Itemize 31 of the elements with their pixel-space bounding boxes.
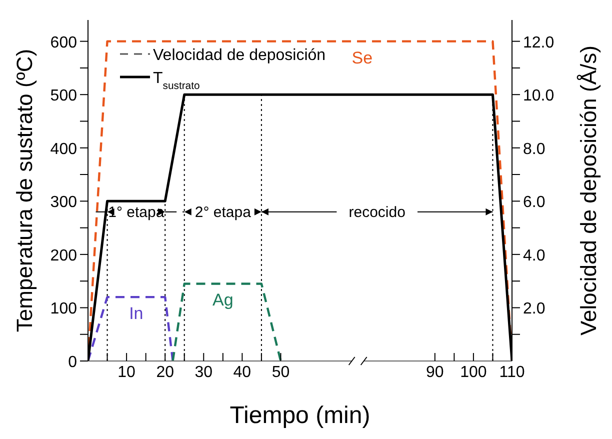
x-axis-title: Tiempo (min) [230,402,370,429]
annotation: recocido [348,204,406,221]
annotation: Velocidad de deposición [153,47,326,64]
x-tick-label: 20 [156,364,174,381]
y2-tick-label: 8.0 [523,140,546,158]
y-tick-label: 200 [50,247,78,264]
x-tick-label: 40 [233,364,252,381]
annotation: 2° etapa [194,204,252,221]
series-label: In [129,304,144,324]
y-axis-title: Temperatura de sustrato (ºC) [12,48,37,332]
y-tick-label: 0 [68,354,78,371]
y2-tick-label: 12.0 [523,34,554,52]
series-label: Se [352,48,373,68]
x-tick-label: 10 [118,364,136,381]
y-tick-label: 400 [50,140,78,158]
y-tick-label: 300 [50,194,78,212]
y2-axis-title: Velocidad de deposición (Å/s) [576,46,601,336]
x-tick-label: 110 [499,364,525,381]
x-tick-label: 90 [426,364,444,381]
x-tick-label: 30 [194,364,213,381]
y-tick-label: 600 [50,34,78,52]
y2-tick-label: 4.0 [523,247,546,264]
y2-tick-label: 6.0 [523,194,546,212]
y-tick-label: 100 [50,300,78,318]
x-tick-label: 50 [272,364,290,381]
y-tick-label: 500 [50,88,78,105]
y2-tick-label: 2.0 [523,300,546,318]
legend-label: T$_{sustrato}$ [153,70,200,92]
series-label: Ag [212,290,234,310]
y2-tick-label: 10.0 [523,88,554,105]
x-tick-label: 100 [460,364,487,381]
